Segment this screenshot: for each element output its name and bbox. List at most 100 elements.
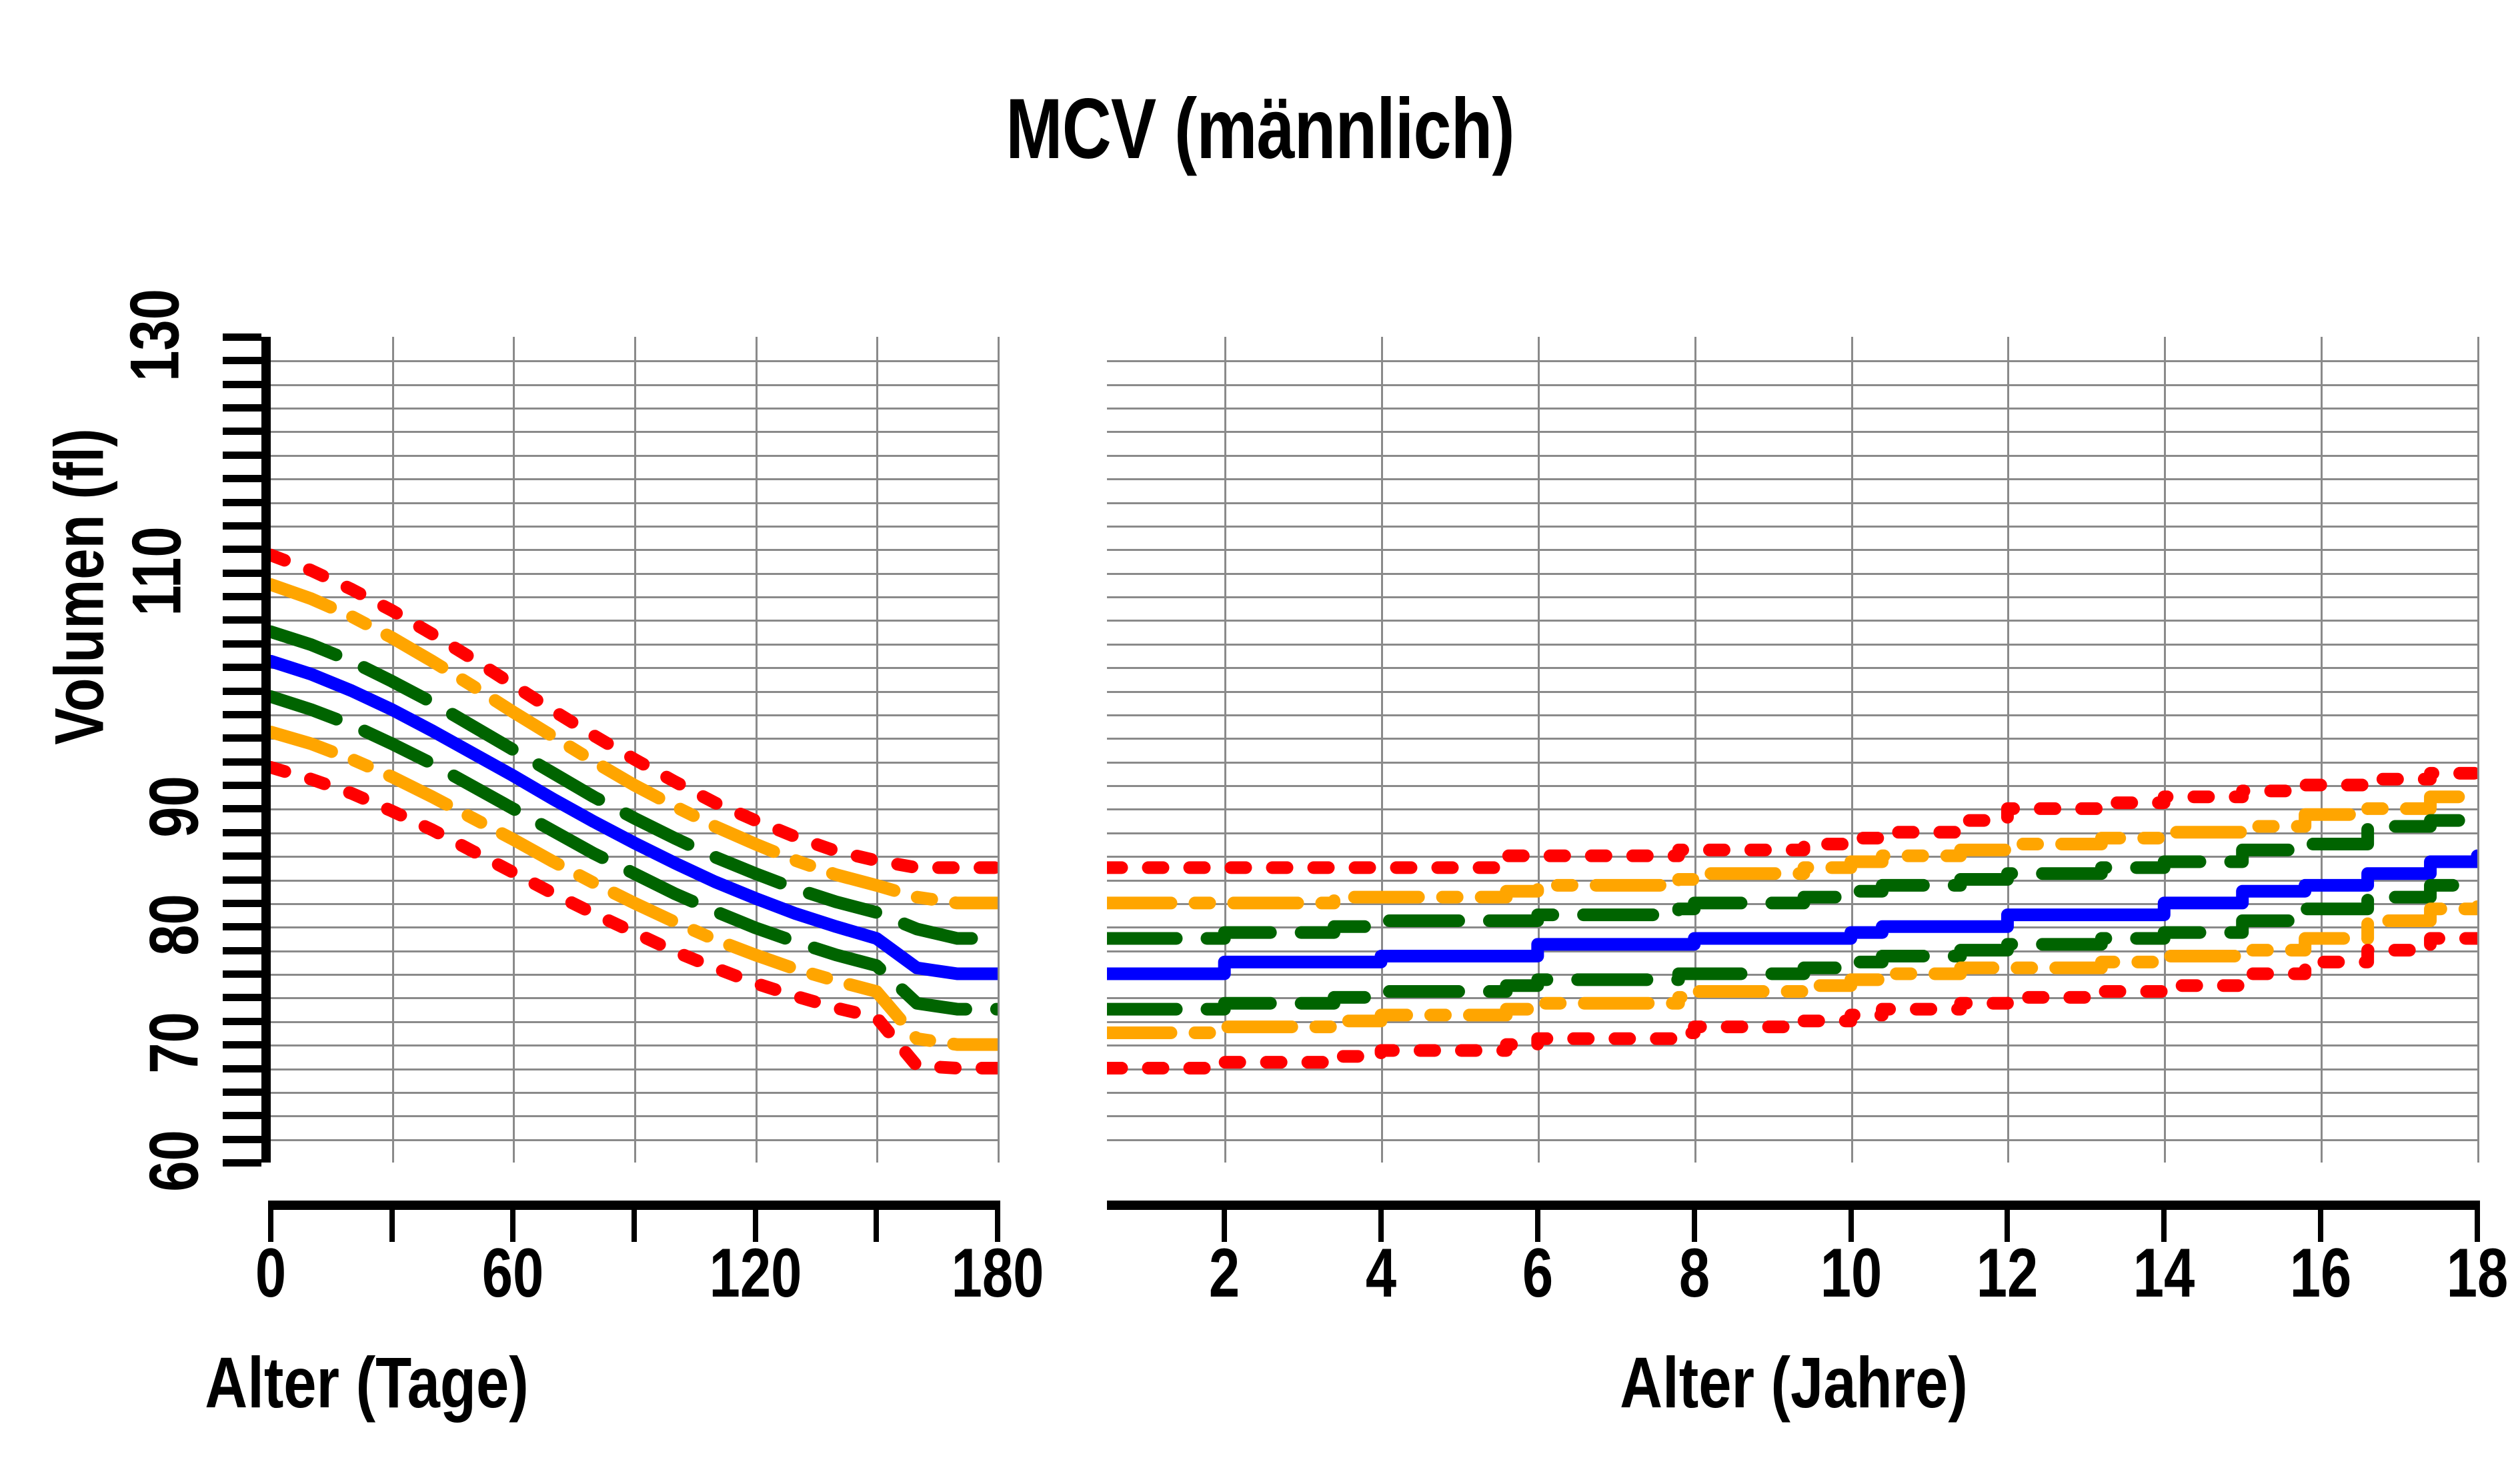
y-axis-tick — [223, 946, 261, 954]
gridline-horizontal — [1107, 643, 2477, 646]
gridline-horizontal — [1107, 926, 2477, 929]
gridline-horizontal — [1107, 454, 2477, 457]
x-axis-tick — [2005, 1201, 2011, 1242]
y-axis-tick — [223, 1041, 261, 1049]
gridline-horizontal — [1107, 431, 2477, 434]
x-tick-label: 12 — [1977, 1235, 2039, 1312]
gridline-vertical — [1694, 337, 1696, 1163]
series-line — [271, 761, 998, 1075]
series-line — [1107, 790, 2477, 910]
x-tick-label: 10 — [1820, 1235, 1882, 1312]
x-axis-tick — [632, 1201, 637, 1242]
series-line — [271, 654, 998, 980]
y-axis-tick — [223, 380, 261, 388]
gridline-horizontal — [1107, 997, 2477, 1000]
x-tick-label: 14 — [2133, 1235, 2195, 1312]
y-axis-tick — [223, 710, 261, 718]
y-axis-tick — [223, 333, 261, 341]
y-tick-label: 110 — [118, 526, 196, 616]
gridline-horizontal — [1107, 620, 2477, 622]
y-axis-tick — [223, 1064, 261, 1072]
gridline-horizontal — [1107, 478, 2477, 481]
gridline-vertical — [998, 337, 1000, 1163]
gridline-horizontal — [1107, 525, 2477, 528]
series-line — [1107, 896, 2477, 1039]
gridline-horizontal — [1107, 360, 2477, 363]
gridline-vertical — [2321, 337, 2323, 1163]
gridline-vertical — [1537, 337, 1540, 1163]
gridline-horizontal — [1107, 785, 2477, 788]
y-axis-tick — [223, 805, 261, 813]
y-axis-line — [223, 333, 271, 1167]
y-axis-tick — [223, 593, 261, 601]
x-axis-title-years: Alter (Jahre) — [1620, 1342, 1968, 1423]
x-axis-tick — [874, 1201, 880, 1242]
y-axis-tick — [223, 687, 261, 695]
x-tick-label: 4 — [1365, 1235, 1397, 1312]
gridline-vertical — [876, 337, 879, 1163]
y-axis-tick — [223, 498, 261, 506]
gridline-vertical — [634, 337, 636, 1163]
x-axis-title-days: Alter (Tage) — [205, 1342, 529, 1423]
gridline-horizontal — [1107, 1044, 2477, 1047]
gridline-vertical — [755, 337, 758, 1163]
y-axis-tick — [223, 404, 261, 412]
series-line — [271, 548, 998, 874]
gridline-horizontal — [1107, 1020, 2477, 1023]
gridline-horizontal — [1107, 879, 2477, 882]
gridline-horizontal — [1107, 1068, 2477, 1070]
y-axis-tick — [223, 475, 261, 483]
series-line — [271, 625, 998, 945]
x-axis-tick — [995, 1201, 1000, 1242]
panel-years — [1107, 337, 2479, 1163]
y-axis-tick — [223, 923, 261, 931]
gridline-vertical — [1224, 337, 1227, 1163]
y-axis-tick — [223, 640, 261, 648]
y-axis-tick — [223, 1159, 261, 1167]
series-line — [1107, 814, 2477, 945]
gridline-horizontal — [1107, 808, 2477, 811]
x-tick-label: 60 — [482, 1235, 544, 1312]
gridline-horizontal — [1107, 408, 2477, 410]
series-line — [271, 578, 998, 910]
x-axis-tick — [510, 1201, 516, 1242]
x-axis-line — [1107, 1201, 2477, 1210]
y-tick-label: 90 — [135, 776, 213, 838]
gridline-vertical — [1381, 337, 1383, 1163]
gridline-horizontal — [1107, 667, 2477, 670]
x-axis-tick — [1848, 1201, 1854, 1242]
gridline-vertical — [1850, 337, 1853, 1163]
page-title: MCV (männlich) — [1006, 81, 1514, 177]
x-tick-label: 2 — [1209, 1235, 1240, 1312]
series-line — [1107, 766, 2477, 874]
y-axis-tick — [223, 428, 261, 436]
gridline-horizontal — [1107, 572, 2477, 575]
gridline-horizontal — [1107, 856, 2477, 858]
gridline-horizontal — [1107, 502, 2477, 504]
gridline-horizontal — [1107, 1091, 2477, 1094]
y-axis-tick — [223, 758, 261, 766]
y-axis-tick — [223, 828, 261, 836]
y-axis-tick-labels: 60 70 80 90 110 130 — [100, 289, 213, 1201]
gridline-horizontal — [1107, 549, 2477, 552]
y-axis-tick — [223, 899, 261, 907]
x-axis-tick — [2161, 1201, 2167, 1242]
y-tick-label: 70 — [135, 1012, 213, 1074]
gridline-vertical — [2477, 337, 2479, 1163]
x-axis-tick — [1222, 1201, 1228, 1242]
y-axis-tick — [223, 970, 261, 978]
panel-days — [271, 337, 1000, 1163]
series-line — [1107, 849, 2477, 980]
x-tick-label: 180 — [951, 1235, 1044, 1312]
x-axis-tick — [752, 1201, 758, 1242]
series-layer — [271, 548, 998, 1075]
x-axis-tick — [1378, 1201, 1384, 1242]
y-tick-label: 60 — [135, 1130, 213, 1192]
gridline-horizontal — [1107, 1139, 2477, 1141]
y-axis-tick — [223, 451, 261, 459]
series-line — [271, 725, 998, 1051]
x-tick-label: 8 — [1678, 1235, 1710, 1312]
y-axis-tick — [223, 734, 261, 742]
y-tick-label: 80 — [135, 894, 213, 956]
